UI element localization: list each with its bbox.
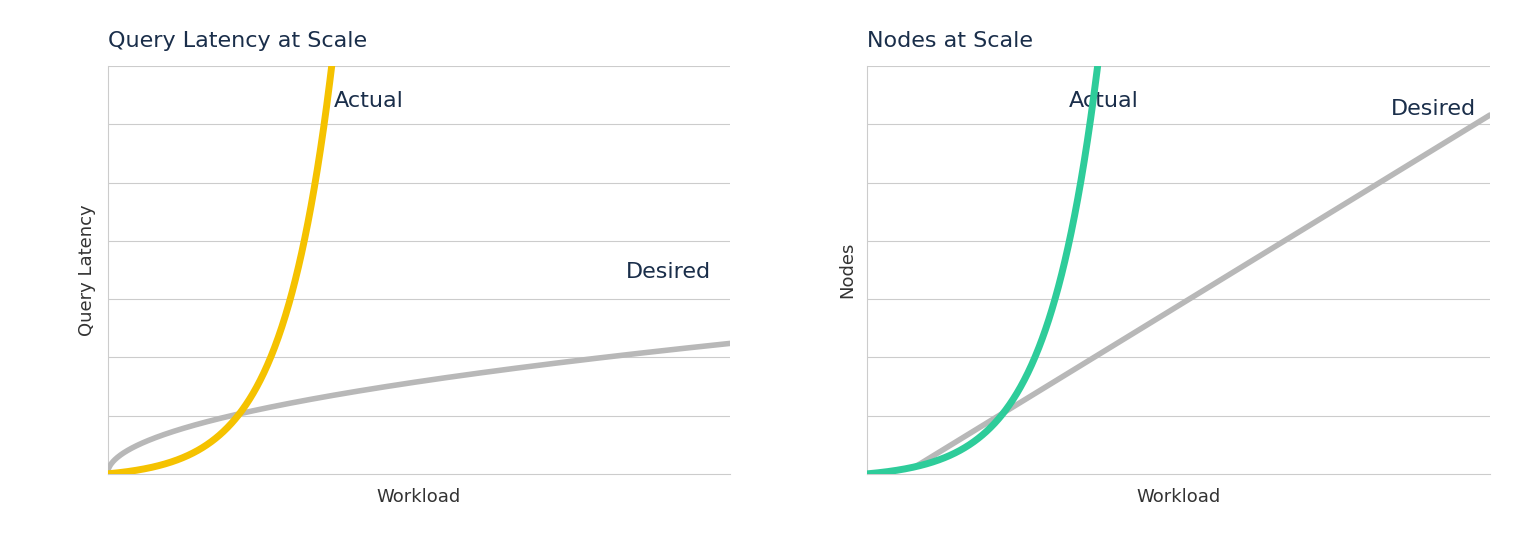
Text: Actual: Actual [335, 91, 404, 111]
Text: Desired: Desired [625, 262, 711, 282]
Text: Query Latency at Scale: Query Latency at Scale [108, 31, 367, 51]
Y-axis label: Nodes: Nodes [839, 242, 856, 298]
Text: Actual: Actual [1069, 91, 1138, 111]
Text: Desired: Desired [1392, 99, 1476, 119]
X-axis label: Workload: Workload [376, 488, 461, 506]
X-axis label: Workload: Workload [1137, 488, 1221, 506]
Y-axis label: Query Latency: Query Latency [78, 204, 97, 336]
Text: Nodes at Scale: Nodes at Scale [868, 31, 1034, 51]
